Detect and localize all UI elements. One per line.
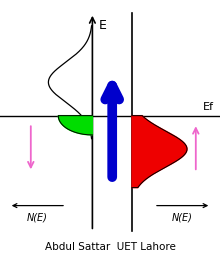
Polygon shape	[58, 116, 92, 135]
Text: Ef: Ef	[202, 102, 213, 112]
Polygon shape	[132, 116, 187, 188]
Text: E: E	[99, 19, 107, 32]
Text: N(E): N(E)	[27, 212, 48, 222]
Text: Abdul Sattar  UET Lahore: Abdul Sattar UET Lahore	[45, 242, 175, 252]
Text: N(E): N(E)	[172, 212, 193, 222]
